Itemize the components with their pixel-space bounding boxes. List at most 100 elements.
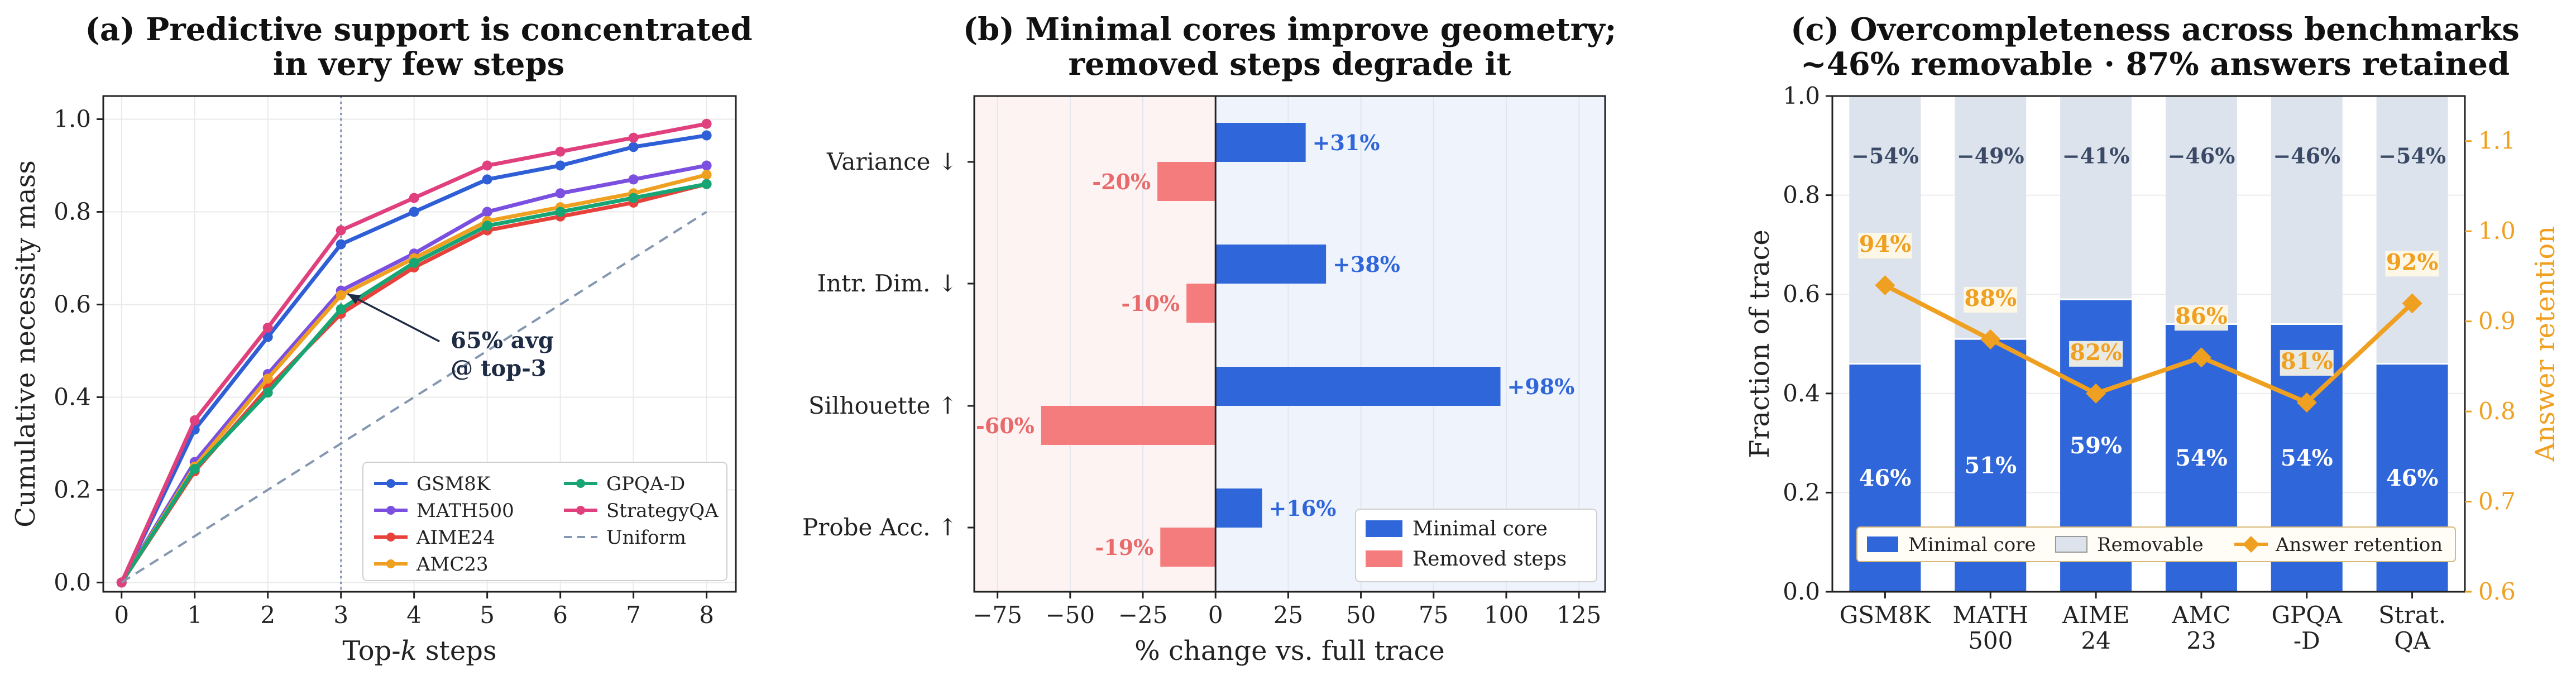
data-point-amc23: [336, 290, 346, 300]
legend-box: [1856, 526, 2456, 562]
data-point-gpqa-d: [555, 207, 566, 217]
x-tick-label: −75: [973, 601, 1022, 629]
bar-removable: [2271, 96, 2343, 324]
x-axis-label-k: k: [401, 635, 417, 667]
data-point-strategyqa: [336, 225, 346, 236]
x-axis-label: Top-k steps: [342, 635, 496, 667]
data-point-strategyqa: [409, 193, 419, 203]
x-tick-label: 5: [480, 601, 495, 629]
y2-tick-label: 0.9: [2478, 308, 2516, 335]
y-tick-label: 0.4: [54, 383, 91, 410]
bar-label-minimal-core: +38%: [1333, 252, 1400, 277]
y2-tick-label: 1.0: [2478, 217, 2516, 245]
x-tick-label: 8: [699, 601, 714, 629]
bar-removable: [1849, 96, 1921, 364]
data-point-gpqa-d: [336, 304, 346, 314]
chart-title-a-line-1: (a) Predictive support is concentrated: [85, 11, 752, 48]
legend-swatch-marker: [576, 479, 585, 488]
x-tick-label-line-1: MATH: [1952, 601, 2028, 629]
category-label: Intr. Dim. ↓: [817, 270, 957, 297]
data-point-gpqa-d: [409, 257, 419, 268]
bar-removable: [2060, 96, 2132, 300]
y-tick-label: 0.6: [1783, 280, 1820, 308]
series-line-uniform: [121, 210, 707, 584]
data-point-gsm8k: [409, 207, 419, 217]
chart-title-c-line-2: ~46% removable · 87% answers retained: [1801, 46, 2510, 83]
retention-line: [1884, 283, 2414, 405]
bar-label-minimal-core: 46%: [2386, 465, 2439, 491]
bar-removed-steps: [1160, 528, 1216, 567]
bar-label-removed-steps: -20%: [1092, 169, 1151, 194]
x-tick-label-line-2: 24: [2081, 627, 2110, 654]
bar-label-removable: −54%: [2378, 143, 2446, 169]
x-tick-label: 50: [1346, 601, 1376, 629]
legend-swatch-marker: [386, 559, 395, 568]
data-point-gpqa-d: [701, 179, 712, 189]
annotation-text-line-1: 65% avg: [451, 328, 554, 354]
plot-frame: [973, 95, 1606, 593]
bar-label-minimal-core: +16%: [1269, 496, 1337, 521]
legend-label: Answer retention: [2275, 534, 2443, 556]
bar-label-minimal-core: 59%: [2070, 433, 2122, 459]
data-point-gsm8k: [262, 332, 273, 342]
y2-tick-label: 0.6: [2478, 578, 2516, 605]
legend-label: Uniform: [606, 526, 686, 549]
legend-swatch-marker: [2243, 536, 2259, 553]
bar-label-minimal-core: 51%: [1964, 453, 2017, 479]
legend-swatch-marker: [386, 506, 395, 515]
retention-label: 86%: [2175, 303, 2228, 329]
bar-removable: [2376, 96, 2448, 364]
chart-title-b-line-2: removed steps degrade it: [1069, 46, 1511, 83]
bar-removable: [2165, 96, 2237, 324]
bar-label-removable: −49%: [1957, 143, 2024, 169]
legend-box: [362, 462, 727, 581]
chart-title-c-line-1: (c) Overcompleteness across benchmarks: [1790, 11, 2520, 48]
retention-label-bg: [2385, 251, 2439, 277]
data-point-strategyqa: [482, 160, 492, 171]
bar-label-minimal-core: +31%: [1313, 130, 1380, 155]
data-point-strategyqa: [701, 118, 712, 129]
x-tick-label-line-1: Strat.: [2378, 601, 2446, 629]
bar-minimal-core: [1215, 123, 1306, 162]
legend-swatch: [1366, 520, 1402, 537]
legend-box: [1355, 509, 1597, 582]
bar-label-minimal-core: 46%: [1859, 465, 1912, 491]
retention-marker: [1875, 275, 1895, 296]
x-axis-label: % change vs. full trace: [1134, 635, 1445, 667]
x-tick-label-line-2: 500: [1968, 627, 2013, 654]
legend-label: Removed steps: [1413, 548, 1567, 571]
data-point-gsm8k: [555, 160, 566, 171]
x-tick-label: 2: [260, 601, 275, 629]
x-tick-label: 3: [333, 601, 348, 629]
data-point-amc23: [701, 170, 712, 180]
data-point-math500: [482, 207, 492, 217]
retention-label-bg: [1858, 233, 1912, 259]
retention-label-bg: [2280, 349, 2334, 376]
x-tick-label-line-1: AMC: [2171, 601, 2230, 629]
chart-title-b-line-1: (b) Minimal cores improve geometry;: [963, 11, 1617, 48]
bar-minimal-core: [1215, 367, 1501, 406]
bar-label-minimal-core: 54%: [2175, 445, 2228, 471]
legend-label: Minimal core: [1908, 534, 2036, 556]
retention-marker: [1980, 329, 2001, 349]
data-point-gsm8k: [701, 130, 712, 141]
data-point-strategyqa: [189, 415, 200, 425]
bar-label-removable: −54%: [1851, 143, 1919, 169]
retention-label: 81%: [2281, 348, 2333, 375]
retention-marker: [2402, 293, 2422, 314]
annotation-arrow: [347, 293, 440, 343]
annotation-arrowhead: [347, 294, 361, 304]
legend-label: StrategyQA: [606, 500, 719, 522]
legend-label: Removable: [2097, 534, 2204, 556]
retention-marker: [2296, 392, 2317, 413]
retention-label: 82%: [2070, 339, 2122, 366]
x-tick-label: 75: [1419, 601, 1448, 629]
bar-minimal-core: [1215, 488, 1262, 528]
y-axis-label: Fraction of trace: [1744, 229, 1775, 458]
retention-label-bg: [2069, 341, 2123, 367]
category-label: Probe Acc. ↑: [802, 514, 957, 541]
x-tick-label: 0: [1208, 601, 1223, 629]
retention-marker: [2191, 347, 2211, 368]
x-tick-label-line-2: 23: [2186, 627, 2216, 654]
legend-label: AIME24: [416, 526, 495, 549]
